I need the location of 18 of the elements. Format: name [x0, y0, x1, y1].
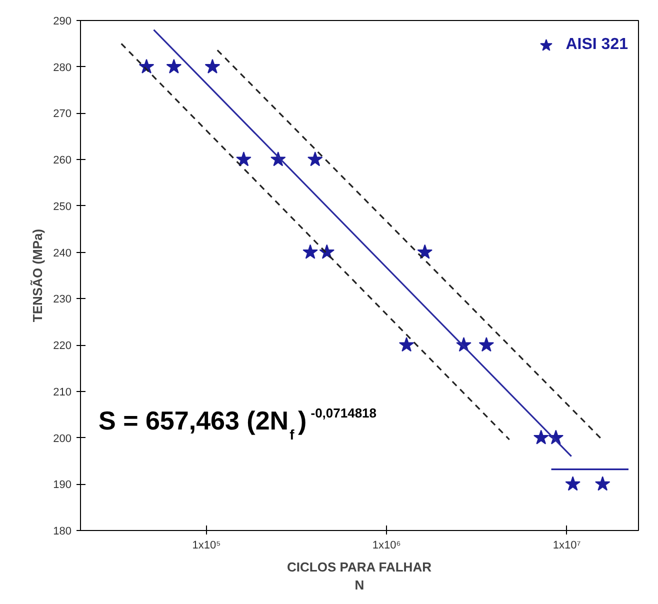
y-tick-label: 200	[53, 432, 72, 445]
x-tick-label: 1x10⁵	[192, 540, 221, 552]
y-tick-label: 180	[53, 526, 72, 538]
y-tick-label: 290	[53, 16, 72, 28]
y-tick-label: 250	[53, 200, 72, 213]
y-tick-label: 260	[53, 154, 72, 167]
y-axis-title: TENSÃO (MPa)	[30, 228, 46, 322]
y-tick-label: 240	[53, 247, 72, 260]
x-tick-label: 1x10⁶	[372, 540, 401, 552]
y-tick-label: 220	[53, 340, 72, 352]
x-tick-label: 1x10⁷	[552, 540, 581, 552]
y-tick-label: 190	[53, 479, 72, 492]
x-axis-title: CICLOS PARA FALHAR N	[287, 560, 432, 592]
legend-label: AISI 321	[566, 36, 628, 54]
y-tick-label: 210	[53, 386, 72, 398]
y-tick-label: 270	[53, 108, 72, 120]
y-tick-label: 230	[53, 294, 72, 306]
y-tick-label: 280	[53, 62, 72, 74]
